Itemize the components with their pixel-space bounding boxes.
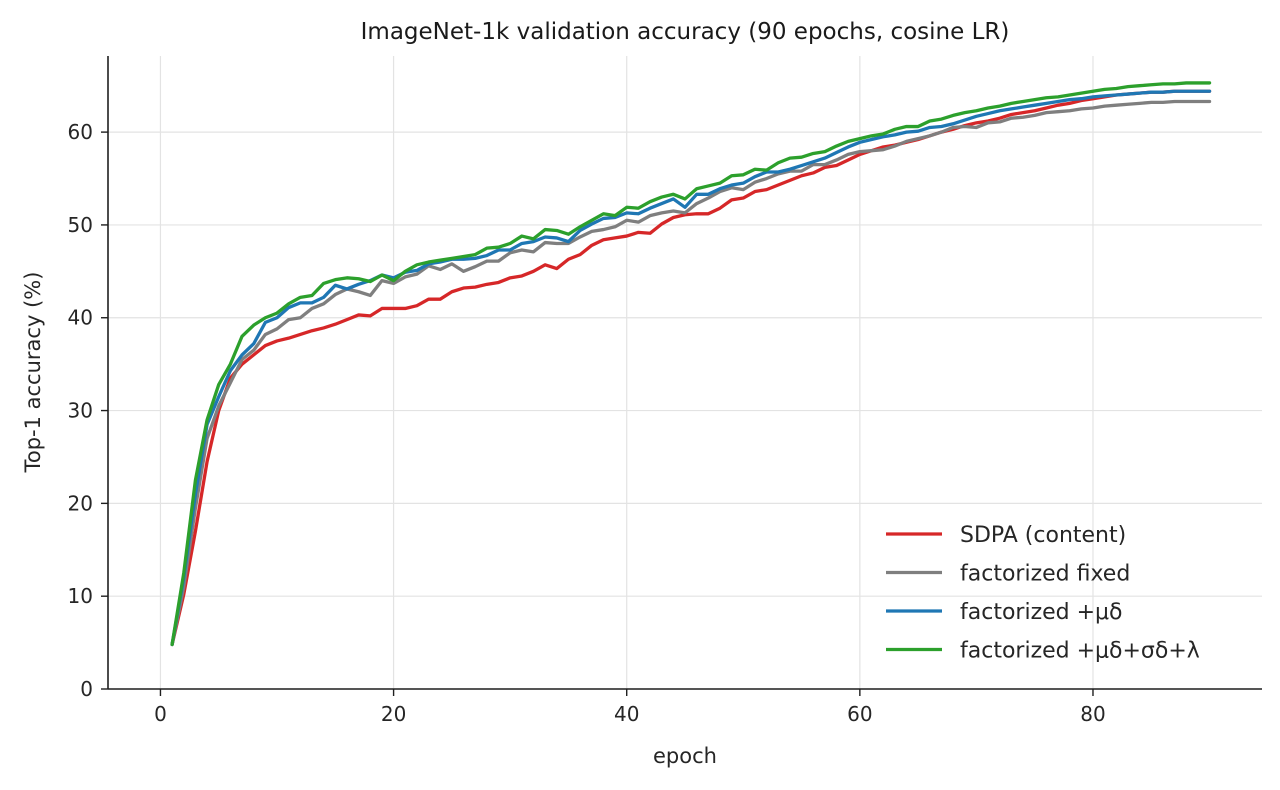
series-lines — [170, 81, 1212, 647]
series-line-3 — [170, 89, 1212, 647]
legend: SDPA (content) factorized fixed factorized… — [886, 523, 1200, 664]
y-tick-label: 10 — [68, 584, 93, 608]
chart-title: ImageNet-1k validation accuracy (90 epoc… — [361, 19, 1010, 45]
y-tick-label: 0 — [80, 677, 93, 701]
y-tick-label: 60 — [68, 120, 93, 144]
legend-label-2: factorized fixed — [960, 562, 1130, 587]
legend-label-3: factorized +μδ — [960, 600, 1123, 625]
x-tick-label: 80 — [1080, 702, 1105, 726]
x-tick-label: 0 — [154, 702, 167, 726]
legend-label-1: SDPA (content) — [960, 523, 1126, 548]
x-tick-label: 20 — [381, 702, 406, 726]
x-tick-label: 40 — [614, 702, 639, 726]
x-tick-label: 60 — [847, 702, 872, 726]
x-axis-label: epoch — [653, 744, 717, 768]
legend-label-4: factorized +μδ+σδ+λ — [960, 639, 1200, 664]
series-line-4 — [170, 81, 1212, 647]
y-axis-label: Top-1 accuracy (%) — [21, 272, 45, 474]
y-tick-label: 50 — [68, 213, 93, 237]
y-tick-label: 20 — [68, 491, 93, 515]
grid — [108, 56, 1262, 690]
axes: 0 20 40 60 80 0 10 20 30 40 50 60 — [68, 56, 1262, 726]
y-tick-label: 30 — [68, 399, 93, 423]
y-tick-label: 40 — [68, 306, 93, 330]
series-line-1 — [170, 89, 1212, 647]
